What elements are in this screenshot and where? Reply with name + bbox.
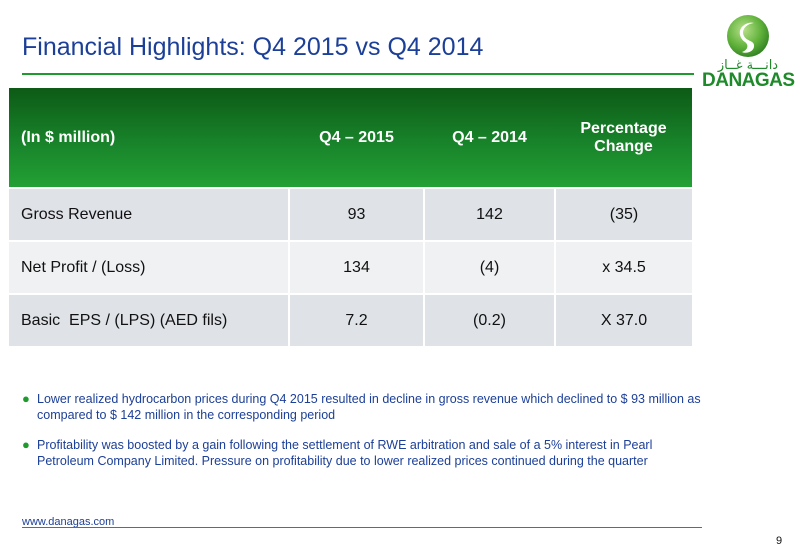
- cell-percentage-change: x 34.5: [554, 240, 692, 294]
- page-number: 9: [776, 535, 783, 547]
- note-text: Profitability was boosted by a gain foll…: [37, 438, 653, 468]
- row-label: Net Profit / (Loss): [9, 240, 289, 294]
- list-item: ● Profitability was boosted by a gain fo…: [22, 437, 702, 469]
- cell-q4-2015: 93: [288, 187, 424, 241]
- logo-wordmark: DANAGAS: [702, 70, 795, 91]
- cell-q4-2015: 134: [288, 240, 424, 294]
- table-row: Basic EPS / (LPS) (AED fils) 7.2 (0.2) X…: [9, 293, 692, 346]
- cell-q4-2014: (4): [423, 240, 555, 294]
- flame-drop-icon: [727, 15, 769, 57]
- table-row: Gross Revenue 93 142 (35): [9, 187, 692, 241]
- cell-q4-2014: 142: [423, 187, 555, 241]
- logo-arabic-text: دانـــة غــاز: [717, 58, 779, 73]
- bullet-icon: ●: [22, 391, 30, 406]
- footer-divider: [22, 527, 702, 528]
- column-header: (In $ million): [9, 88, 289, 188]
- title-divider: [22, 73, 694, 75]
- bullet-icon: ●: [22, 437, 30, 452]
- cell-percentage-change: (35): [554, 187, 692, 241]
- column-header: Q4 – 2015: [289, 88, 424, 188]
- list-item: ● Lower realized hydrocarbon prices duri…: [22, 391, 702, 423]
- table-header-row: (In $ million) Q4 – 2015 Q4 – 2014 Perce…: [9, 88, 692, 188]
- cell-q4-2015: 7.2: [288, 293, 424, 346]
- bullet-notes: ● Lower realized hydrocarbon prices duri…: [22, 391, 702, 483]
- website-link[interactable]: www.danagas.com: [22, 516, 115, 528]
- table-row: Net Profit / (Loss) 134 (4) x 34.5: [9, 240, 692, 294]
- column-header: Q4 – 2014: [424, 88, 555, 188]
- row-label: Gross Revenue: [9, 187, 289, 241]
- note-text: Lower realized hydrocarbon prices during…: [37, 392, 701, 422]
- slide-title: Financial Highlights: Q4 2015 vs Q4 2014: [22, 33, 484, 61]
- cell-percentage-change: X 37.0: [554, 293, 692, 346]
- column-header: Percentage Change: [555, 88, 692, 188]
- row-label: Basic EPS / (LPS) (AED fils): [9, 293, 289, 346]
- cell-q4-2014: (0.2): [423, 293, 555, 346]
- financial-highlights-table: (In $ million) Q4 – 2015 Q4 – 2014 Perce…: [9, 88, 692, 346]
- danagas-logo: دانـــة غــاز DANAGAS: [702, 12, 795, 94]
